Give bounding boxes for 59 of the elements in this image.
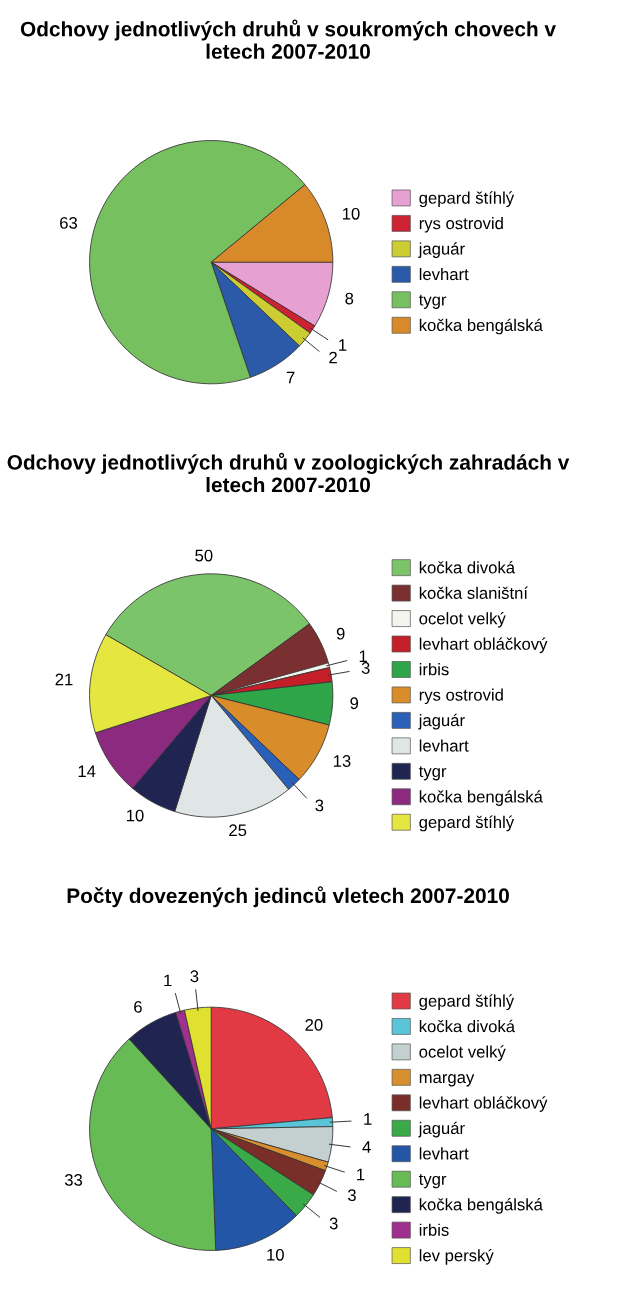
data-label: 21 — [55, 673, 73, 686]
data-label: 1 — [357, 1168, 365, 1181]
data-label: 3 — [190, 970, 199, 983]
legend-label: levhart obláčkový — [419, 1096, 548, 1112]
data-label: 14 — [78, 765, 96, 777]
data-label: 10 — [126, 809, 144, 822]
data-label: 33 — [64, 1173, 83, 1186]
data-label: 8 — [345, 292, 354, 305]
data-label: 63 — [60, 217, 78, 229]
legend-label: levhart — [419, 1147, 469, 1160]
data-label: 13 — [333, 755, 351, 767]
chart-title: Odchovy jednotlivých druhů v zoologických zahradách v letech 2007-2010 — [7, 452, 570, 493]
data-label: 50 — [195, 549, 213, 562]
legend-label: gepard štíhlý — [419, 994, 515, 1011]
legend-label: kočka bengálská — [419, 790, 543, 806]
data-label: 4 — [362, 1141, 371, 1153]
data-label: 1 — [364, 1113, 372, 1125]
chart-title: Odchovy jednotlivých druhů v soukromých chovech v letech 2007-2010 — [20, 19, 556, 59]
data-label: 2 — [329, 351, 337, 364]
data-label: 7 — [286, 371, 295, 384]
data-label: 3 — [329, 1217, 338, 1230]
data-label: 9 — [350, 697, 359, 710]
data-label: 1 — [359, 650, 367, 662]
data-label: 9 — [336, 627, 345, 640]
legend-label: rys ostrovid — [419, 217, 503, 233]
data-label: 3 — [315, 799, 324, 812]
data-label: 25 — [229, 824, 247, 837]
legend-label: levhart — [419, 739, 469, 752]
legend-label: ocelot velký — [419, 1045, 506, 1062]
legend-label: kočka slaništní — [419, 586, 528, 599]
legend-label: tygr — [418, 766, 447, 781]
legend-label: tygr — [418, 1174, 447, 1189]
legend-label: jaguár — [418, 1121, 465, 1138]
data-label: 6 — [134, 1000, 142, 1013]
legend-label: kočka divoká — [419, 1019, 516, 1033]
legend-label: irbis — [419, 1223, 449, 1236]
data-label: 3 — [361, 662, 370, 674]
legend-label: kočka bengálská — [419, 1198, 543, 1214]
legend-label: tygr — [418, 294, 447, 309]
chart-title: Počty dovezených jedinců vletech 2007-2010 — [67, 886, 509, 908]
data-label: 1 — [339, 339, 347, 351]
legend-label: margay — [419, 1074, 475, 1087]
legend-label: ocelot velký — [419, 611, 506, 628]
data-label: 20 — [305, 1019, 323, 1031]
legend-label: lev perský — [419, 1248, 494, 1265]
legend-label: kočka divoká — [419, 561, 516, 574]
data-label: 10 — [342, 207, 360, 220]
legend-label: gepard štíhlý — [419, 815, 515, 832]
legend-label: gepard štíhlý — [419, 191, 515, 208]
legend-label: jaguár — [418, 713, 465, 730]
data-label: 10 — [267, 1248, 284, 1261]
legend-label: irbis — [419, 663, 449, 676]
legend-label: jaguár — [418, 242, 465, 258]
legend-label: levhart — [419, 267, 469, 281]
legend-label: levhart obláčkový — [419, 637, 548, 654]
data-label: 3 — [347, 1189, 356, 1202]
data-label: 1 — [164, 974, 172, 987]
legend-label: kočka bengálská — [419, 318, 543, 335]
legend-label: rys ostrovid — [419, 688, 503, 705]
